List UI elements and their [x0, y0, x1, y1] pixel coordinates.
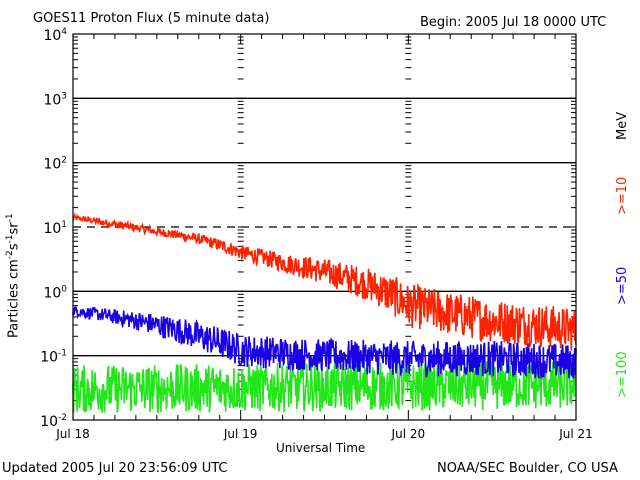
y-tick-label: 101 — [43, 220, 67, 237]
x-axis-title: Universal Time — [276, 441, 366, 455]
series-ge100 — [72, 359, 577, 415]
series-line — [72, 212, 577, 351]
source-label: NOAA/SEC Boulder, CO USA — [437, 461, 618, 476]
series-ge50 — [72, 305, 577, 379]
x-tick-label: Jul 21 — [558, 427, 593, 441]
legend-ge10: >=10 — [615, 177, 630, 215]
begin-time-label: Begin: 2005 Jul 18 0000 UTC — [420, 15, 607, 30]
series-line — [72, 359, 577, 415]
y-tick-label: 103 — [43, 91, 67, 108]
series-line — [72, 305, 577, 379]
legend-unit: MeV — [615, 112, 630, 140]
y-tick-label: 10-2 — [40, 413, 67, 430]
legend: MeV >=10 >=50 >=100 — [615, 112, 630, 398]
x-tick-label: Jul 18 — [55, 427, 90, 441]
updated-timestamp: Updated 2005 Jul 20 23:56:09 UTC — [2, 461, 228, 476]
x-tick-labels: Jul 18 Jul 19 Jul 20 Jul 21 — [55, 427, 593, 441]
series-ge10 — [72, 212, 577, 351]
y-tick-label: 100 — [43, 284, 67, 301]
legend-ge100: >=100 — [615, 351, 630, 398]
x-tick-label: Jul 19 — [223, 427, 258, 441]
y-tick-label: 104 — [43, 27, 67, 44]
plot-frame — [72, 33, 577, 421]
chart-title: GOES11 Proton Flux (5 minute data) — [33, 11, 270, 26]
legend-ge50: >=50 — [615, 267, 630, 305]
y-tick-label: 102 — [43, 156, 67, 173]
y-tick-label: 10-1 — [40, 349, 67, 366]
x-tick-label: Jul 20 — [391, 427, 426, 441]
y-tick-labels: 10-2 10-1 100 101 102 103 104 — [40, 27, 67, 430]
